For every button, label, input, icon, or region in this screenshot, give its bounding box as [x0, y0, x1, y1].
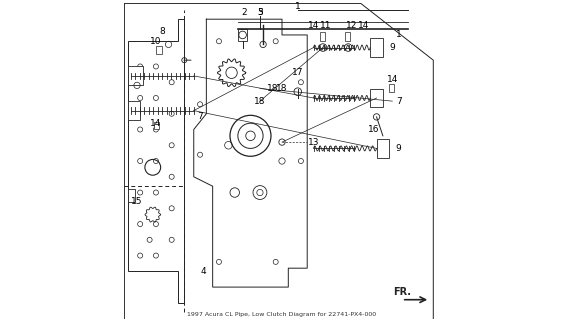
Text: 9: 9 [389, 43, 395, 52]
Bar [127, 101, 140, 120]
Text: 11: 11 [320, 21, 332, 30]
Text: 1: 1 [295, 2, 301, 11]
Text: 15: 15 [131, 197, 143, 206]
Text: 14: 14 [150, 119, 162, 128]
Text: 17: 17 [292, 68, 303, 77]
Text: 1997 Acura CL Pipe, Low Clutch Diagram for 22741-PX4-000: 1997 Acura CL Pipe, Low Clutch Diagram f… [187, 312, 377, 317]
Text: 13: 13 [308, 138, 319, 147]
Text: 3: 3 [257, 8, 263, 17]
Bar [127, 67, 143, 85]
Text: FR.: FR. [393, 286, 411, 297]
Text: 16: 16 [368, 125, 379, 134]
Bar [320, 32, 324, 41]
Bar [345, 32, 350, 41]
Text: 14: 14 [358, 21, 369, 30]
Text: 4: 4 [200, 267, 206, 276]
Text: 18: 18 [267, 84, 278, 93]
Text: 7: 7 [396, 97, 402, 106]
Bar [377, 139, 389, 158]
Text: 10: 10 [150, 37, 162, 46]
Text: 1: 1 [396, 30, 402, 39]
Bar [370, 38, 383, 57]
Text: 8: 8 [160, 27, 165, 36]
Text: 12: 12 [346, 21, 357, 30]
Bar [389, 84, 394, 92]
Bar [127, 189, 135, 202]
Text: 14: 14 [387, 75, 398, 84]
Bar [156, 46, 162, 54]
Bar [370, 89, 383, 108]
Text: 5: 5 [257, 8, 263, 17]
Text: 9: 9 [396, 144, 402, 153]
Bar [238, 28, 248, 41]
Text: 7: 7 [197, 112, 203, 121]
Text: 18: 18 [276, 84, 288, 93]
Text: 14: 14 [308, 21, 319, 30]
Text: 18: 18 [254, 97, 266, 106]
Text: 2: 2 [241, 8, 247, 17]
Bar [155, 122, 159, 130]
